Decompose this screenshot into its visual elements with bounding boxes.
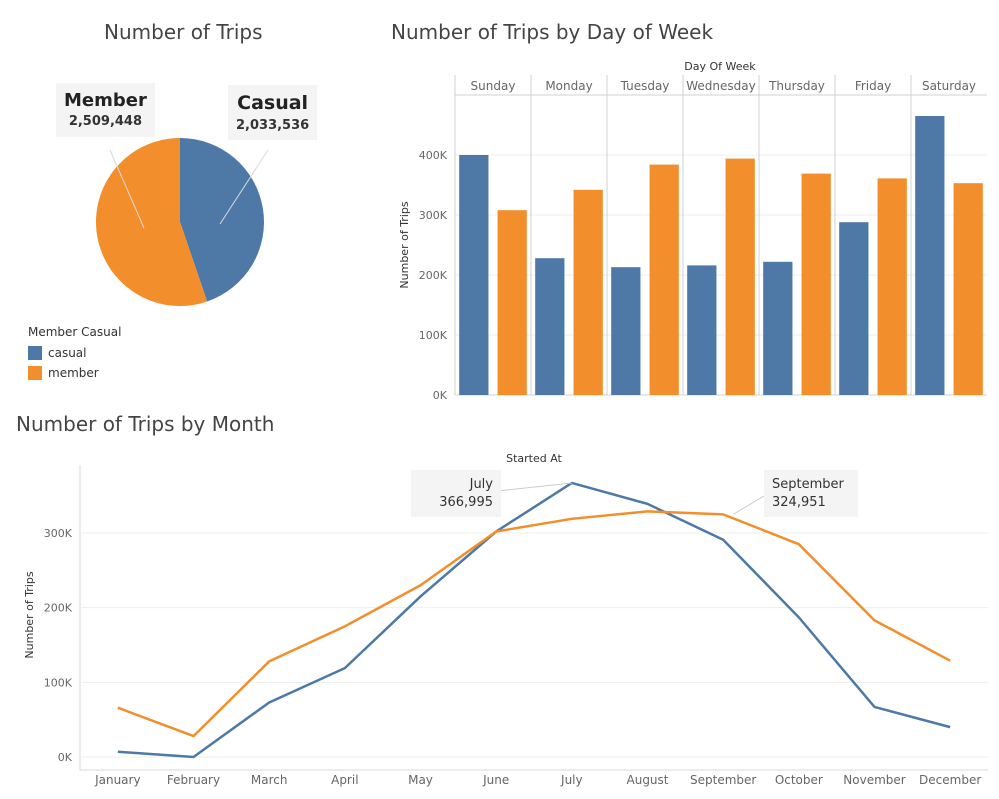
member-callout-label: Member xyxy=(64,90,147,111)
line-month-label: May xyxy=(408,773,433,787)
july-leader-line xyxy=(487,482,572,493)
september-callout: September 324,951 xyxy=(764,470,858,518)
bar-title: Number of Trips by Day of Week xyxy=(391,20,714,44)
legend-swatch-casual xyxy=(28,346,42,360)
bar-casual-tuesday[interactable] xyxy=(611,267,641,395)
bar-day-label: Monday xyxy=(545,79,592,93)
bar-member-sunday[interactable] xyxy=(497,210,527,395)
legend-swatch-member xyxy=(28,366,42,380)
line-month-label: January xyxy=(94,773,141,787)
legend-title: Member Casual xyxy=(28,325,122,339)
line-ytick-label: 300K xyxy=(44,527,73,540)
bar-member-saturday[interactable] xyxy=(953,183,983,395)
line-month-label: February xyxy=(167,773,220,787)
pie-title: Number of Trips xyxy=(104,20,263,44)
line-ylabel: Number of Trips xyxy=(23,571,36,658)
legend-item-member[interactable]: member xyxy=(28,363,121,383)
legend-label-member: member xyxy=(48,366,99,380)
line-ytick-label: 0K xyxy=(58,751,73,764)
line-month-label: July xyxy=(560,773,583,787)
bar-day-label: Wednesday xyxy=(686,79,755,93)
line-month-label: December xyxy=(919,773,981,787)
bar-casual-friday[interactable] xyxy=(839,222,869,395)
bar-casual-thursday[interactable] xyxy=(763,261,793,395)
line-series-member[interactable] xyxy=(117,510,951,738)
bar-ytick-label: 100K xyxy=(419,329,448,342)
legend-item-casual[interactable]: casual xyxy=(28,343,121,363)
bar-xlabel: Day Of Week xyxy=(684,60,756,73)
legend: Member Casual casual member xyxy=(28,325,121,383)
bar-day-label: Saturday xyxy=(922,79,976,93)
member-callout: Member 2,509,448 xyxy=(56,83,155,137)
line-month-label: March xyxy=(251,773,288,787)
september-leader-line xyxy=(732,495,765,515)
bar-ylabel: Number of Trips xyxy=(398,201,411,288)
september-callout-label: September xyxy=(772,477,844,492)
line-title: Number of Trips by Month xyxy=(16,412,275,436)
july-callout: July 366,995 xyxy=(411,470,501,518)
july-callout-value: 366,995 xyxy=(439,494,493,510)
bar-casual-saturday[interactable] xyxy=(915,116,945,395)
bar-ytick-label: 400K xyxy=(419,149,448,162)
july-callout-label: July xyxy=(469,477,493,492)
legend-label-casual: casual xyxy=(48,346,87,360)
bar-day-label: Tuesday xyxy=(620,79,670,93)
casual-callout-label: Casual xyxy=(237,92,309,114)
casual-callout-value: 2,033,536 xyxy=(236,117,310,133)
bar-ytick-label: 0K xyxy=(433,389,448,402)
bar-member-friday[interactable] xyxy=(877,178,907,395)
line-month-label: November xyxy=(843,773,905,787)
bar-member-wednesday[interactable] xyxy=(725,158,755,395)
line-ytick-label: 100K xyxy=(44,676,73,689)
bar-casual-wednesday[interactable] xyxy=(687,265,717,395)
line-month-label: August xyxy=(627,773,669,787)
line-series-casual[interactable] xyxy=(117,481,951,759)
bar-casual-monday[interactable] xyxy=(535,258,565,395)
line-month-label: June xyxy=(482,773,509,787)
line-xlabel: Started At xyxy=(506,452,562,465)
bar-member-tuesday[interactable] xyxy=(649,164,679,395)
line-month-label: October xyxy=(775,773,823,787)
casual-callout: Casual 2,033,536 xyxy=(228,85,318,141)
bar-member-monday[interactable] xyxy=(573,189,603,395)
bar-casual-sunday[interactable] xyxy=(459,155,489,395)
line-ytick-label: 200K xyxy=(44,602,73,615)
bar-day-label: Sunday xyxy=(471,79,516,93)
bar-day-label: Thursday xyxy=(768,79,825,93)
bar-member-thursday[interactable] xyxy=(801,173,831,395)
bar-ytick-label: 200K xyxy=(419,269,448,282)
line-month-label: September xyxy=(690,773,756,787)
september-callout-value: 324,951 xyxy=(772,494,826,510)
member-callout-value: 2,509,448 xyxy=(68,114,143,130)
bar-ytick-label: 300K xyxy=(419,209,448,222)
line-month-label: April xyxy=(331,773,358,787)
bar-day-label: Friday xyxy=(855,79,891,93)
